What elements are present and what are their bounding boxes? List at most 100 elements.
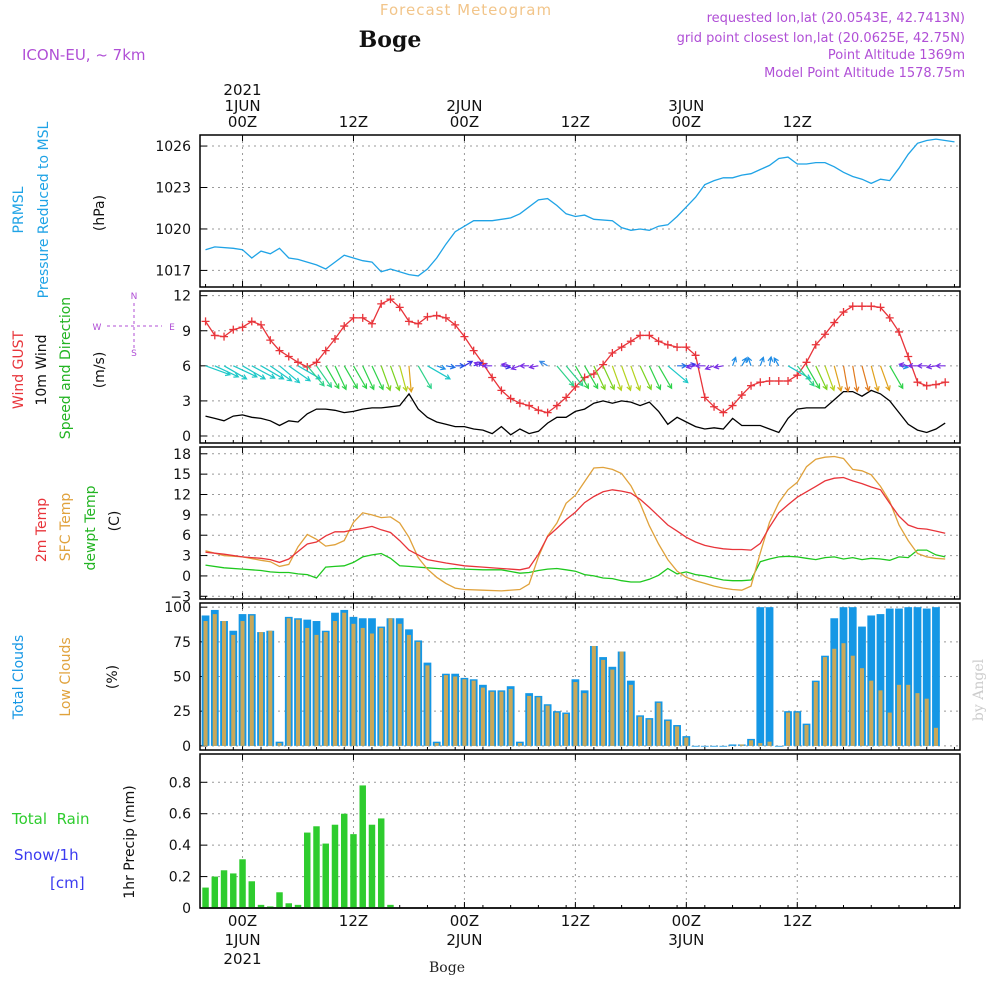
bottom-time-label: 1JUN (224, 931, 260, 949)
gust-marker (673, 343, 682, 352)
low-cloud-bar (582, 693, 587, 746)
low-cloud-bar (203, 621, 208, 746)
temp-ytick-label: 3 (182, 549, 191, 565)
wind-direction-arrow (380, 365, 392, 392)
wind-direction-arrow (251, 365, 276, 379)
wind-direction-arrow (870, 365, 880, 393)
wind-direction-arrow (500, 362, 511, 368)
low-cloud-bar (536, 697, 541, 746)
low-cloud-bar (305, 627, 310, 746)
gust-marker (303, 363, 312, 371)
cloud-ytick-label: 100 (164, 600, 191, 616)
gust-marker (700, 393, 709, 402)
cloud-ytick-label: 75 (173, 635, 191, 651)
precip-ytick-label: 0.4 (169, 838, 191, 854)
wind-direction-arrow (334, 365, 347, 391)
gust-marker (367, 319, 376, 328)
wind-direction-arrow (242, 365, 267, 380)
low-cloud-bar (268, 630, 273, 746)
low-cloud-bar (878, 690, 883, 746)
gust-marker (848, 302, 857, 311)
gust-marker (747, 381, 756, 390)
place-name: Boge (359, 27, 422, 53)
low-cloud-bar (397, 623, 402, 746)
low-cloud-bar (785, 712, 791, 746)
low-cloud-bar (332, 621, 338, 746)
precip-ytick-label: 0.6 (169, 807, 191, 823)
precip-ytick-label: 0.8 (169, 775, 191, 791)
wind-direction-arrow (436, 364, 447, 371)
wind-direction-arrow (842, 365, 851, 393)
rain-bar (294, 904, 302, 908)
gust-marker (857, 302, 866, 311)
wind-direction-arrow (427, 365, 452, 380)
bottom-time-label: 12Z (783, 912, 812, 930)
gust-marker (220, 332, 229, 341)
gust-marker (294, 358, 303, 367)
pressure-line (205, 138, 955, 277)
rain-bar (368, 824, 376, 908)
wind-direction-arrow (934, 362, 946, 369)
top-time-label: 3JUN (668, 97, 704, 115)
gust-marker (266, 336, 275, 345)
gust-marker (414, 319, 423, 328)
low-cloud-bar (508, 688, 513, 746)
wind-ytick-label: 3 (182, 394, 191, 410)
gust-marker (719, 408, 728, 417)
gust-marker (682, 343, 691, 352)
rain-bar (248, 881, 256, 908)
plot-marks (200, 138, 960, 909)
gust-marker (321, 346, 330, 355)
wind-direction-arrow (593, 365, 606, 391)
wind-direction-arrow (556, 365, 575, 387)
rain-bar (304, 832, 311, 908)
temp2m-line (205, 476, 946, 571)
gust-marker (358, 313, 367, 322)
gust-marker (922, 381, 931, 390)
low-cloud-bar (258, 632, 264, 746)
wind-direction-arrow (731, 356, 737, 367)
low-cloud-bar (656, 702, 661, 746)
rain-bar (359, 785, 366, 908)
wind-label-3: Speed and Direction (58, 297, 74, 439)
low-cloud-bar (517, 743, 522, 746)
footer-place: Boge (429, 960, 465, 976)
wind-direction-arrow (389, 365, 401, 392)
low-cloud-bar (388, 618, 393, 746)
gust-marker (830, 318, 839, 327)
wind-direction-arrow (325, 365, 340, 390)
low-cloud-bar (638, 716, 643, 746)
low-cloud-bar (406, 634, 411, 746)
low-cloud-bar (342, 612, 347, 746)
top-time-label: 00Z (672, 113, 701, 131)
low-cloud-bar (323, 632, 328, 746)
temp-ytick-label: −3 (170, 589, 191, 605)
wind-direction-arrow (528, 363, 539, 370)
wind-direction-arrow (806, 365, 821, 390)
model-altitude: Model Point Altitude 1578.75m (764, 66, 965, 81)
gust-marker (617, 343, 626, 352)
precip-unit: 1hr Precip (mm) (122, 785, 138, 898)
gust-marker (423, 312, 432, 321)
pressure-unit: (hPa) (92, 195, 108, 231)
compass-east: E (169, 323, 175, 333)
gust-marker (312, 358, 321, 367)
wind-direction-arrow (677, 362, 688, 369)
wind-direction-arrow (861, 365, 871, 393)
total-cloud-bar (691, 745, 700, 747)
wind-direction-arrow (279, 365, 301, 384)
total-cloud-bar (700, 745, 709, 747)
low-cloud-bar (545, 705, 550, 746)
bottom-time-label: 00Z (228, 912, 257, 930)
pressure-frame (199, 134, 961, 288)
gust-marker (488, 373, 497, 382)
wind-direction-arrow (694, 362, 705, 369)
rain-bar (267, 906, 274, 908)
compass-rose: N S W E (93, 292, 176, 359)
gust-marker (941, 378, 950, 387)
precip-label-3: [cm] (50, 874, 85, 892)
pressure-label-1: PRMSL (11, 186, 27, 233)
wind-direction-arrow (214, 365, 240, 378)
panel-frames (199, 134, 961, 909)
wind-direction-arrow (399, 365, 409, 393)
